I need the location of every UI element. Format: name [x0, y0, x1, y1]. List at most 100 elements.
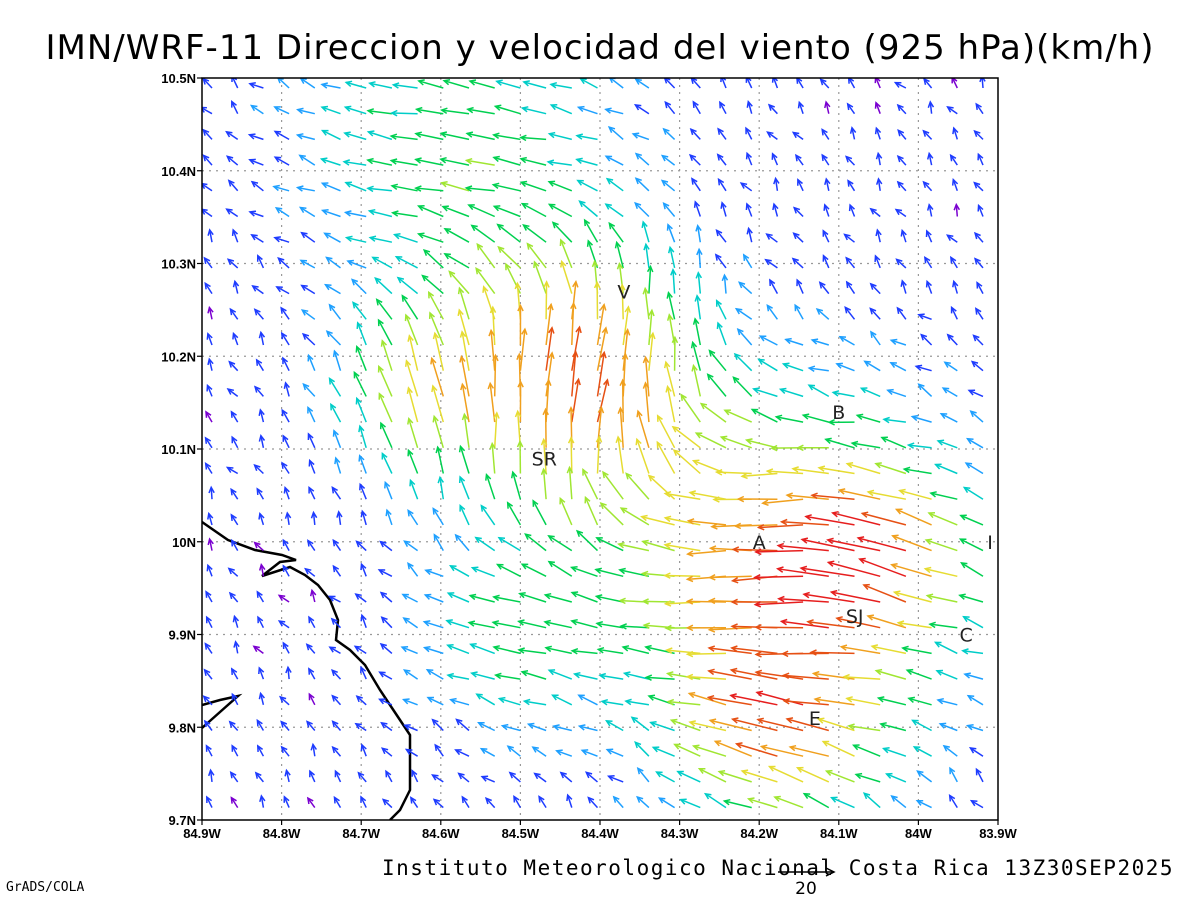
wind-vector [519, 329, 526, 371]
wind-vector-head [665, 671, 674, 678]
wind-vector [576, 158, 598, 166]
wind-vector-head [945, 234, 954, 241]
wind-vector [312, 512, 316, 525]
wind-vector [687, 549, 727, 555]
wind-vector-head [886, 388, 894, 396]
wind-vector-head [810, 822, 816, 827]
wind-vector [691, 178, 701, 192]
wind-vector-head [416, 232, 425, 239]
wind-vector [937, 440, 958, 449]
wind-vector-head [202, 182, 208, 190]
wind-vector-head [377, 318, 384, 327]
wind-vector [571, 351, 577, 397]
wind-vector [480, 748, 496, 757]
wind-vector [203, 154, 213, 166]
wind-vector-head [742, 253, 750, 261]
wind-vector-head [839, 644, 848, 651]
wind-vector [492, 307, 496, 346]
wind-vector-head [660, 154, 669, 162]
wind-vector-head [380, 721, 388, 729]
wind-vector-head [587, 796, 595, 804]
wind-vector-head [417, 79, 425, 86]
wind-vector [405, 360, 419, 397]
wind-vector [974, 130, 984, 140]
wind-vector [207, 333, 213, 346]
wind-vector [963, 486, 984, 500]
wind-vector [528, 723, 547, 732]
wind-vector-head [893, 81, 902, 88]
wind-vector-head [746, 100, 753, 108]
wind-vector [434, 333, 445, 371]
wind-vector-head [459, 330, 467, 338]
wind-vector-head [487, 824, 492, 830]
wind-vector [803, 414, 829, 423]
wind-vector [665, 492, 701, 500]
wind-vector-head [616, 262, 624, 270]
wind-vector [204, 669, 213, 680]
wind-vector [331, 669, 342, 680]
wind-vector-head [204, 462, 212, 470]
wind-vector [951, 78, 958, 89]
wind-vector [204, 643, 213, 654]
wind-vector-head [730, 717, 739, 724]
wind-vector [450, 565, 470, 577]
wind-vector [372, 256, 393, 269]
wind-vector-head [354, 593, 362, 600]
wind-vector-head [732, 376, 740, 384]
wind-vector-head [493, 411, 500, 419]
wind-vector [970, 410, 984, 423]
wind-vector-head [777, 595, 785, 603]
wind-vector-head [767, 103, 775, 111]
wind-vector-head [440, 181, 448, 188]
wind-vector-head [355, 695, 363, 703]
wind-vector-head [679, 798, 687, 805]
wind-vector [485, 797, 496, 809]
wind-vector [300, 78, 316, 89]
wind-vector [311, 590, 316, 603]
wind-vector-head [975, 102, 982, 111]
wind-vector-head [555, 749, 563, 756]
wind-vector [949, 795, 958, 808]
wind-vector-head [685, 598, 694, 605]
wind-vector-head [576, 179, 584, 186]
wind-vector [937, 699, 958, 706]
wind-vector-head [230, 796, 237, 804]
wind-vector [458, 287, 470, 320]
wind-vector [378, 393, 393, 423]
wind-vector-head [489, 441, 496, 450]
wind-vector-head [692, 317, 700, 325]
wind-vector [807, 620, 855, 629]
wind-vector-head [660, 179, 669, 187]
wind-vector [332, 720, 342, 731]
wind-vector-head [854, 772, 863, 780]
wind-vector-head [360, 795, 367, 803]
wind-vector [345, 211, 367, 218]
wind-vector [923, 181, 933, 192]
wind-vector-head [404, 748, 413, 755]
wind-vector-head [582, 468, 589, 476]
wind-vector-head [443, 253, 451, 260]
wind-vector-head [752, 387, 760, 394]
wind-vector-head [690, 78, 698, 84]
wind-vector-head [308, 615, 315, 624]
wind-vector-head [359, 482, 366, 491]
wind-vector [731, 669, 778, 680]
wind-vector-head [414, 131, 422, 138]
wind-vector [276, 286, 290, 295]
wind-vector [424, 621, 444, 629]
wind-vector-head [823, 203, 830, 211]
wind-vector-head [368, 81, 376, 88]
wind-vector [208, 307, 213, 320]
wind-vector-head [600, 350, 607, 359]
wind-vector-head [821, 153, 828, 162]
wind-vector [836, 363, 855, 372]
wind-vector-head [713, 740, 722, 747]
wind-vector [368, 131, 393, 141]
x-tick-label: 84W [905, 826, 932, 841]
wind-vector-head [411, 769, 418, 777]
wind-vector-head [256, 590, 263, 598]
wind-vector-head [881, 747, 890, 754]
wind-vector [257, 255, 265, 269]
wind-vector-head [431, 774, 439, 781]
wind-vector-head [962, 615, 970, 623]
